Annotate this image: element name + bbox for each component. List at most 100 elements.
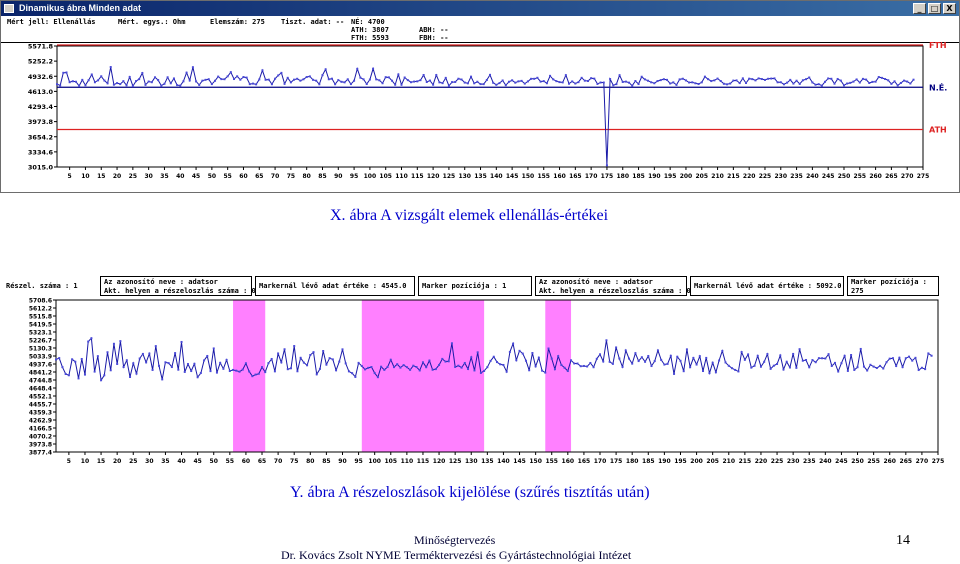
y-tick-label: 3015.0 [28, 164, 54, 172]
data-point [370, 366, 373, 369]
x-tick-label: 145 [506, 173, 519, 180]
y-tick-label: 4262.9 [29, 418, 52, 425]
data-point [759, 365, 762, 368]
data-point [87, 79, 90, 82]
y-tick-label: 4937.6 [29, 361, 52, 368]
data-point [909, 82, 912, 85]
data-point [318, 83, 321, 86]
data-point [236, 75, 239, 78]
data-point [656, 349, 659, 352]
data-point [318, 367, 321, 370]
data-point [406, 79, 409, 82]
data-point [335, 369, 338, 372]
data-point [125, 359, 128, 362]
data-point [74, 360, 77, 363]
y-tick-label: 4455.7 [29, 401, 52, 408]
data-point [718, 359, 721, 362]
data-point [375, 78, 378, 81]
info-bar: Mért jell: Ellenállás Mért. egys.: Ohm E… [1, 16, 959, 43]
data-point [920, 366, 923, 369]
figure-x-caption: X. ábra A vizsgált elemek ellenállás-ért… [330, 207, 609, 224]
data-point [511, 79, 514, 82]
x-tick-label: 40 [176, 173, 184, 180]
data-point [552, 78, 555, 81]
data-point [376, 376, 379, 379]
data-point [203, 359, 206, 362]
data-point [116, 82, 119, 85]
data-point [219, 361, 222, 364]
data-point [579, 365, 582, 368]
data-point [212, 347, 215, 350]
data-point [602, 360, 605, 363]
data-point [871, 80, 874, 83]
data-series-line [55, 337, 932, 382]
maximize-button[interactable]: □ [928, 3, 941, 14]
data-point [501, 79, 504, 82]
data-point [158, 364, 161, 367]
data-point [663, 363, 666, 366]
data-point [392, 366, 395, 369]
data-point [457, 364, 460, 367]
data-point [470, 356, 473, 359]
x-tick-label: 250 [851, 458, 864, 465]
data-point [866, 369, 869, 372]
data-point [321, 74, 324, 77]
data-point [232, 368, 235, 371]
x-tick-label: 115 [411, 173, 424, 180]
data-point [779, 354, 782, 357]
data-point [331, 358, 334, 361]
x-tick-label: 20 [113, 173, 121, 180]
data-point [605, 164, 608, 167]
x-tick-label: 260 [883, 458, 896, 465]
data-point [195, 80, 198, 83]
data-point [166, 76, 169, 79]
data-point [177, 368, 180, 371]
data-point [438, 363, 441, 366]
window-title: Dinamikus ábra Minden adat [19, 3, 142, 13]
data-point [68, 81, 71, 84]
data-point [824, 80, 827, 83]
data-point [112, 342, 115, 345]
data-point [688, 81, 691, 84]
data-point [64, 373, 67, 376]
data-point [210, 83, 213, 86]
upper-tolerance: FTH: 5593 [351, 34, 389, 42]
data-point [558, 81, 561, 84]
data-point [772, 364, 775, 367]
data-point [362, 78, 365, 81]
x-tick-label: 210 [711, 173, 724, 180]
data-point [566, 370, 569, 373]
data-point [322, 350, 325, 353]
data-point [83, 373, 86, 376]
data-point [174, 352, 177, 355]
data-point [676, 355, 679, 358]
minimize-button[interactable]: _ [913, 3, 926, 14]
data-point [97, 79, 100, 82]
data-point [190, 370, 193, 373]
data-point [106, 82, 109, 85]
data-point [583, 79, 586, 82]
y-tick-label: 3334.6 [28, 148, 54, 156]
selection-band-1 [233, 300, 266, 452]
data-point [220, 78, 223, 81]
x-tick-label: 100 [368, 458, 381, 465]
data-point [637, 83, 640, 86]
x-tick-label: 150 [522, 173, 535, 180]
data-point [573, 362, 576, 365]
selection-band-2 [361, 300, 485, 452]
data-point [330, 77, 333, 80]
marker-position-box-left [418, 276, 532, 296]
figure-y-caption: Y. ábra A részeloszlások kijelölése (szű… [290, 484, 650, 501]
data-point [611, 362, 614, 365]
y-tick-label: 3877.4 [29, 450, 52, 457]
data-point [624, 349, 627, 352]
data-point [222, 367, 225, 370]
close-button[interactable]: X [943, 3, 956, 14]
data-point [593, 77, 596, 80]
data-point [653, 360, 656, 363]
x-tick-label: 55 [223, 173, 231, 180]
y-tick-label: 5323.1 [29, 329, 52, 336]
data-point [869, 363, 872, 366]
data-point [257, 372, 260, 375]
data-point [698, 355, 701, 358]
